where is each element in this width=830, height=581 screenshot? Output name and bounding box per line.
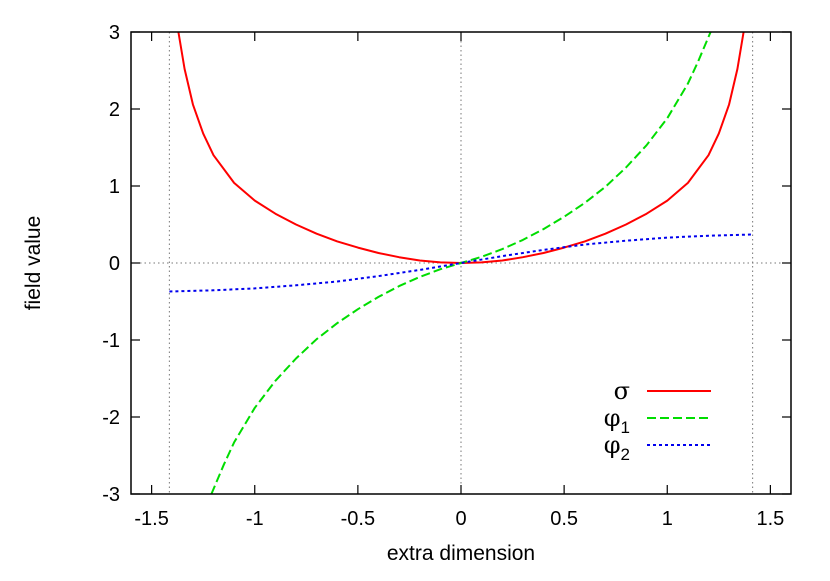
x-tick-label: 0 xyxy=(455,508,466,530)
x-tick-label: 1.5 xyxy=(756,508,784,530)
y-tick-label: -2 xyxy=(102,407,120,429)
x-tick-label: -1.5 xyxy=(134,508,168,530)
series-line-0 xyxy=(177,31,745,264)
series-line-1 xyxy=(210,31,712,495)
x-tick-label: 0.5 xyxy=(550,508,578,530)
x-axis-label: extra dimension xyxy=(387,542,535,565)
y-tick-label: 0 xyxy=(109,253,120,275)
x-tick-label: 1 xyxy=(662,508,673,530)
legend-item: φ2 xyxy=(604,431,711,464)
y-tick-label: 3 xyxy=(109,22,120,44)
series-layer xyxy=(169,31,753,495)
y-tick-label: -3 xyxy=(102,484,120,506)
legend-label: σ xyxy=(614,377,630,405)
series-line-2 xyxy=(169,233,753,293)
y-tick-label: 2 xyxy=(109,99,120,121)
y-tick-label: 1 xyxy=(109,176,120,198)
legend-item: φ1 xyxy=(604,404,711,437)
plot-frame xyxy=(130,31,792,495)
tick-labels: -1.5 -1 -0.5 0 0.5 1 1.5 -3 -2 -1 0 1 2 3 xyxy=(102,22,784,530)
legend-label: φ1 xyxy=(604,404,630,437)
legend-label: φ2 xyxy=(604,431,630,464)
x-tick-label: -0.5 xyxy=(341,508,375,530)
y-tick-label: -1 xyxy=(102,330,120,352)
legend-item: σ xyxy=(614,377,711,405)
x-tick-label: -1 xyxy=(246,508,264,530)
y-axis-label: field value xyxy=(22,216,45,311)
